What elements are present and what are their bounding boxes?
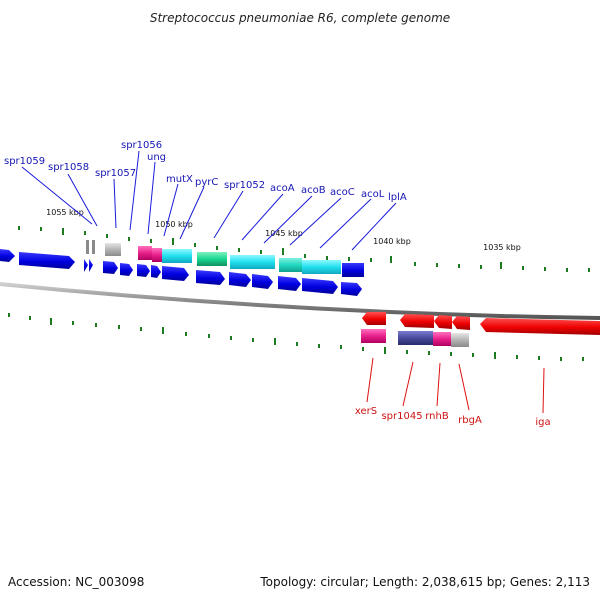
gene-box[interactable]: [361, 329, 386, 343]
map-title: Streptococcus pneumoniae R6, complete ge…: [150, 11, 450, 25]
gene-arrow[interactable]: [196, 270, 225, 285]
gene-arrow[interactable]: [229, 272, 251, 287]
gene-arrow[interactable]: [120, 263, 133, 276]
topology-summary: Topology: circular; Length: 2,038,615 bp…: [259, 575, 590, 589]
forward-genes-outer: [0, 249, 362, 296]
gene-box[interactable]: [162, 249, 192, 263]
gene-label[interactable]: acoA: [270, 183, 295, 194]
gene-box[interactable]: [138, 246, 152, 260]
gene-arrow[interactable]: [89, 259, 93, 272]
gene-label[interactable]: spr1056: [121, 140, 162, 151]
gene-box[interactable]: [451, 333, 469, 347]
gene-box[interactable]: [86, 240, 89, 254]
gene-label[interactable]: rbgA: [458, 415, 482, 426]
gene-box[interactable]: [342, 263, 364, 277]
ruler-label: 1035 kbp: [483, 243, 521, 252]
forward-leaders: [21, 150, 397, 251]
gene-arrow[interactable]: [480, 318, 600, 335]
gene-arrow[interactable]: [362, 312, 386, 325]
reverse-labels: xerS spr1045 rnhB rbgA iga: [355, 406, 551, 428]
gene-label[interactable]: spr1052: [224, 180, 265, 191]
gene-box[interactable]: [152, 248, 162, 262]
reverse-genes-outer: [361, 329, 469, 347]
gene-box[interactable]: [105, 243, 121, 256]
gene-label[interactable]: spr1058: [48, 162, 89, 173]
gene-label[interactable]: ung: [147, 152, 166, 163]
gene-arrow[interactable]: [341, 282, 362, 296]
gene-box[interactable]: [433, 332, 451, 346]
gene-box[interactable]: [92, 240, 95, 254]
ruler-label: 1040 kbp: [373, 237, 411, 246]
genome-backbone: [0, 282, 600, 320]
gene-label[interactable]: spr1059: [4, 156, 45, 167]
gene-arrow[interactable]: [19, 252, 75, 269]
gene-label[interactable]: lplA: [388, 192, 407, 203]
gene-label[interactable]: acoC: [330, 187, 355, 198]
gene-arrow[interactable]: [302, 278, 338, 294]
gene-label[interactable]: acoL: [361, 189, 385, 200]
gene-label[interactable]: acoB: [301, 185, 326, 196]
ruler-labels: 1055 kbp 1050 kbp 1045 kbp 1040 kbp 1035…: [46, 208, 521, 252]
gene-arrow[interactable]: [252, 274, 273, 289]
gene-box[interactable]: [197, 252, 227, 266]
gene-arrow[interactable]: [162, 266, 189, 281]
outer-ruler: [18, 226, 590, 272]
gene-arrow[interactable]: [400, 314, 434, 328]
gene-label[interactable]: spr1045: [381, 411, 422, 422]
gene-label[interactable]: mutX: [166, 174, 193, 185]
gene-arrow[interactable]: [452, 316, 470, 330]
gene-box[interactable]: [279, 258, 302, 272]
gene-label[interactable]: rnhB: [425, 411, 449, 422]
accession-text: Accession: NC_003098: [8, 575, 144, 589]
gene-label[interactable]: iga: [535, 417, 550, 428]
gene-label[interactable]: pyrC: [195, 177, 218, 188]
gene-label[interactable]: spr1057: [95, 168, 136, 179]
forward-labels: spr1059 spr1058 spr1057 spr1056 ung mutX…: [4, 140, 407, 203]
gene-box[interactable]: [230, 255, 275, 269]
gene-box[interactable]: [302, 260, 341, 274]
gene-box[interactable]: [398, 331, 433, 345]
ruler-label: 1045 kbp: [265, 229, 303, 238]
gene-arrow[interactable]: [137, 264, 150, 277]
gene-arrow[interactable]: [0, 249, 15, 262]
gene-arrow[interactable]: [434, 315, 452, 329]
gene-label[interactable]: xerS: [355, 406, 377, 417]
ruler-label: 1055 kbp: [46, 208, 84, 217]
gene-arrow[interactable]: [151, 265, 161, 278]
forward-genes-inner: [86, 240, 364, 277]
gene-arrow[interactable]: [278, 276, 301, 291]
inner-ruler: [8, 313, 584, 361]
gene-arrow[interactable]: [103, 261, 118, 274]
reverse-leaders: [366, 357, 545, 414]
gene-arrow[interactable]: [84, 259, 88, 272]
reverse-genes-inner: [362, 312, 600, 335]
ruler-label: 1050 kbp: [155, 220, 193, 229]
